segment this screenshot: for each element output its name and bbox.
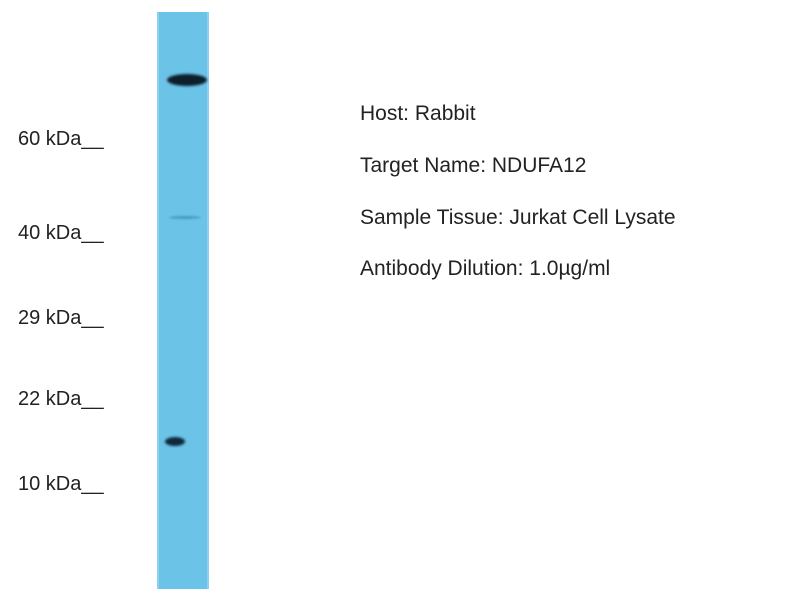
marker-22: 22 kDa__	[18, 388, 104, 410]
marker-40: 40 kDa__	[18, 222, 104, 244]
band-low	[165, 437, 185, 446]
info-host: Host: Rabbit	[360, 102, 476, 125]
info-target: Target Name: NDUFA12	[360, 154, 587, 177]
marker-60: 60 kDa__	[18, 128, 104, 150]
info-tissue: Sample Tissue: Jurkat Cell Lysate	[360, 206, 676, 229]
blot-lane	[157, 12, 209, 589]
info-dilution: Antibody Dilution: 1.0µg/ml	[360, 257, 611, 280]
band-high	[167, 74, 207, 86]
marker-10: 10 kDa__	[18, 473, 104, 495]
band-faint	[169, 216, 201, 219]
marker-29: 29 kDa__	[18, 307, 104, 329]
